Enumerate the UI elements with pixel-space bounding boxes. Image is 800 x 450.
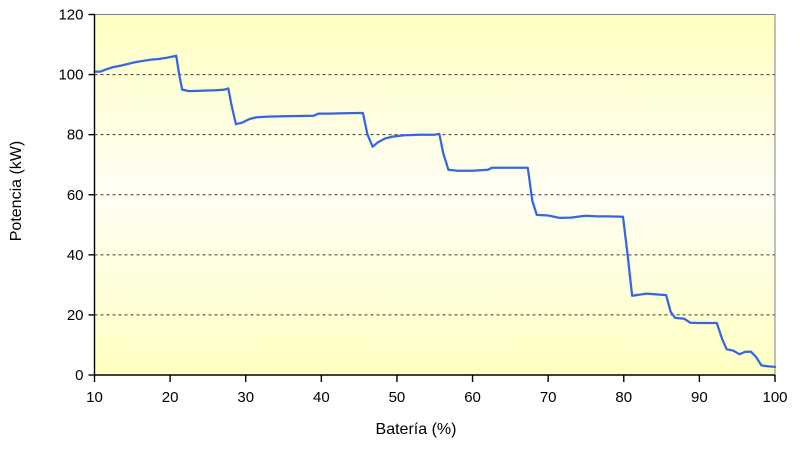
x-axis-tick-labels: 10 20 30 40 50 60 70 80 90 100 (86, 389, 787, 406)
x-tick-label: 100 (762, 389, 787, 406)
x-tick-label: 30 (237, 389, 254, 406)
y-tick-label: 120 (58, 7, 83, 24)
y-tick-label: 80 (67, 127, 84, 144)
x-tick-label: 10 (86, 389, 103, 406)
y-axis-title: Potencia (kW) (8, 141, 25, 241)
y-tick-label: 20 (67, 307, 84, 324)
y-tick-label: 40 (67, 247, 84, 264)
x-tick-label: 70 (540, 389, 557, 406)
y-tick-label: 0 (75, 367, 83, 384)
x-tick-label: 90 (691, 389, 708, 406)
y-tick-label: 60 (67, 187, 84, 204)
x-tick-label: 60 (464, 389, 481, 406)
x-tick-label: 80 (615, 389, 632, 406)
data-series-line (93, 54, 777, 369)
y-axis-tick-labels: 0 20 40 60 80 100 120 (58, 7, 83, 385)
x-tick-label: 20 (162, 389, 179, 406)
x-tick-label: 40 (313, 389, 330, 406)
x-tick-label: 50 (389, 389, 406, 406)
axes (88, 13, 776, 382)
x-axis-title: Batería (%) (376, 421, 457, 438)
y-tick-label: 100 (58, 67, 83, 84)
plot-area (94, 14, 775, 375)
